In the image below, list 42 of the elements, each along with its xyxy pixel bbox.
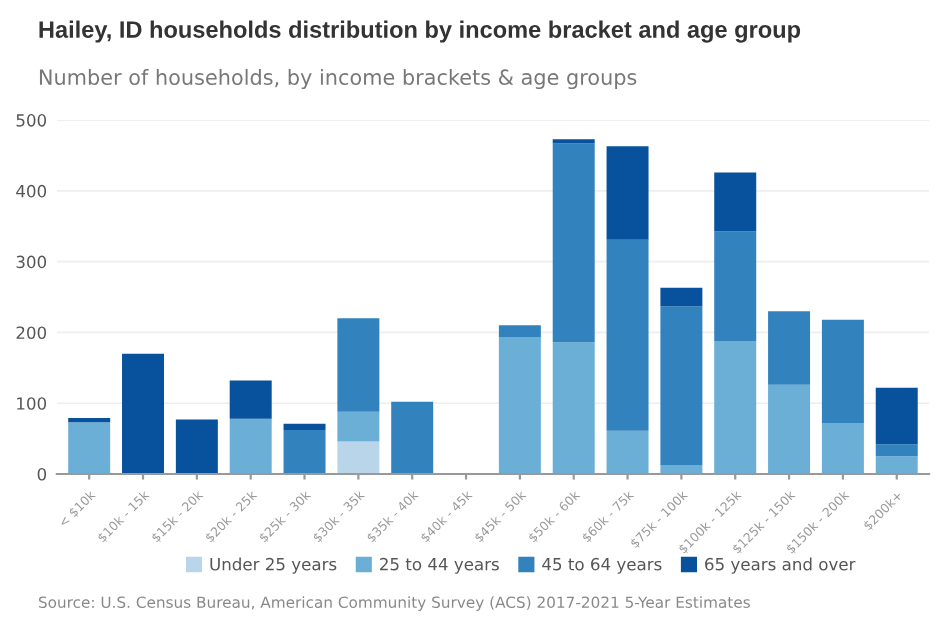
y-tick-label: 0 [37, 467, 47, 481]
bar [768, 311, 811, 385]
bar [875, 387, 918, 445]
bar [875, 456, 918, 474]
bar [283, 430, 326, 474]
y-tick-label: 300 [16, 255, 47, 269]
bar [714, 231, 757, 341]
chart-subtitle: Number of households, by income brackets & age groups [39, 68, 637, 90]
legend-label: 25 to 44 years [380, 557, 499, 574]
y-tick-label: 400 [16, 184, 47, 198]
chart-title: Hailey, ID households distribution by income bracket and age group [39, 20, 801, 43]
bar [552, 342, 595, 474]
bar [660, 287, 703, 307]
bar [875, 444, 918, 457]
legend-label: Under 25 years [210, 557, 337, 574]
bar [498, 325, 541, 338]
bar [498, 337, 541, 474]
bar [337, 441, 380, 474]
bar [714, 340, 757, 474]
bar [175, 419, 218, 474]
bar [606, 239, 649, 431]
y-tick-label: 100 [17, 397, 47, 410]
bar [229, 418, 272, 474]
bar [337, 318, 380, 412]
bar [714, 172, 757, 232]
bar [660, 306, 703, 466]
legend-label: 65 years and over [705, 557, 856, 574]
bar [606, 146, 649, 240]
bar [391, 401, 434, 474]
y-tick-label: 200 [16, 326, 47, 339]
bar [337, 411, 380, 442]
bar [768, 384, 811, 474]
bar [821, 319, 864, 424]
bar [283, 423, 326, 431]
y-tick-label: 500 [16, 114, 47, 127]
legend-label: 45 to 64 years [542, 557, 662, 574]
bar [122, 353, 165, 474]
bar [821, 423, 864, 474]
bar [552, 143, 595, 343]
bar [606, 430, 649, 474]
bar [68, 422, 111, 474]
bar [229, 380, 272, 419]
